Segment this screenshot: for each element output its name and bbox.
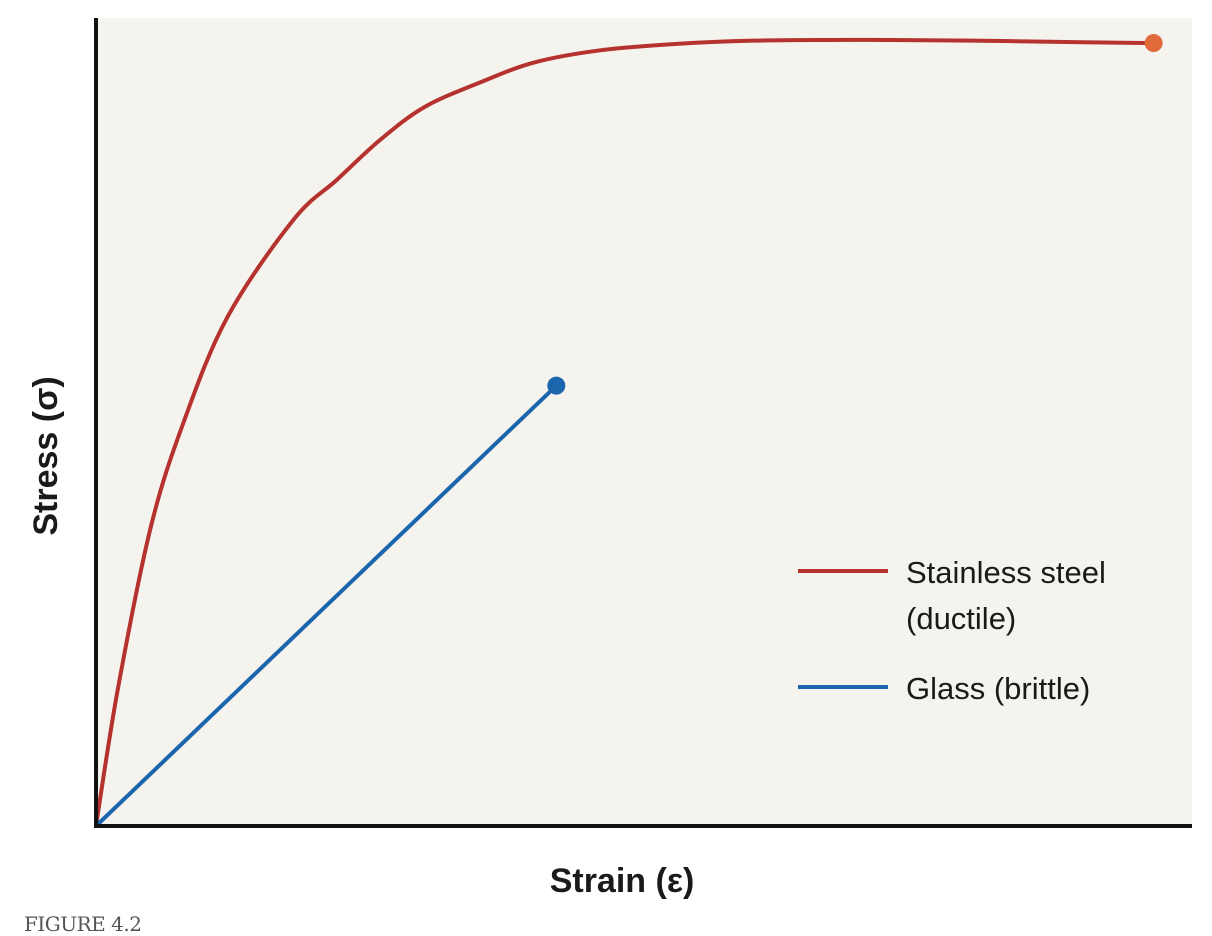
steel-failure-point [1144, 34, 1163, 53]
legend-label: Glass (brittle) [906, 671, 1090, 706]
y-axis-title: Stress (σ) [27, 376, 65, 535]
steel-curve [94, 37, 1156, 828]
legend-label: Stainless steel [906, 555, 1106, 590]
legend: Stainless steel (ductile) Glass (brittle) [798, 555, 1106, 706]
glass-fracture-point [547, 376, 566, 395]
figure-label: FIGURE 4.2 [24, 912, 141, 936]
glass-line [94, 383, 559, 828]
series-layer [94, 34, 1163, 828]
plot-area [96, 18, 1192, 826]
legend-label: (ductile) [906, 601, 1016, 636]
x-axis-title: Strain (ε) [550, 862, 695, 900]
